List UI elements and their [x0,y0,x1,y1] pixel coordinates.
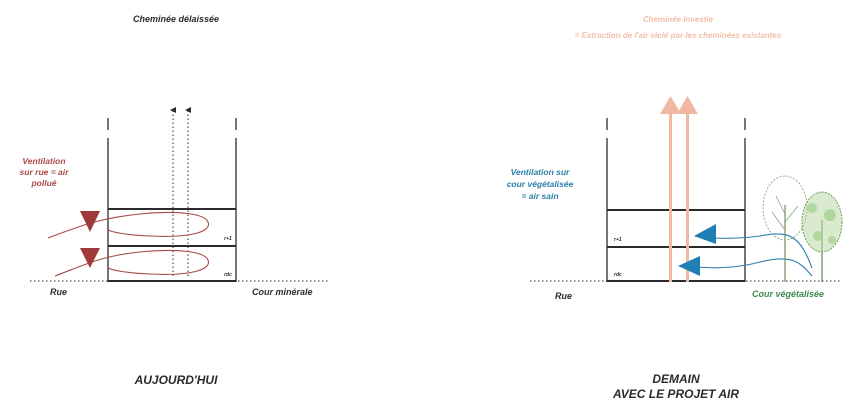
left-arrow-upper [80,211,100,232]
left-floor-ground-label: rdc [224,272,232,278]
left-ventilation-line3: pollué [30,178,56,188]
right-ventilation-line3: = air sain [521,191,558,201]
left-ventilation-line1: Ventilation [22,156,65,166]
left-airflow-upper [47,211,209,239]
left-street-label: Rue [50,287,67,297]
right-floor-upper-label: r+1 [614,237,622,243]
right-ventilation-line2: cour végétalisée [507,179,574,189]
left-floor-upper-label: r+1 [224,236,232,242]
right-title-line1: DEMAIN [652,372,700,386]
tree-icon [762,175,808,282]
left-arrow-lower [80,248,100,268]
tree-icon [801,191,843,282]
panel-tomorrow: Cheminée investie = Extraction de l'air … [507,15,843,401]
right-chimney-line1: Cheminée investie [643,15,714,24]
right-ventilation-line1: Ventilation sur [511,167,570,177]
right-flue-1-arrow [660,96,681,114]
right-arrow-upper [694,224,716,244]
panel-today: Cheminée délaissée Ventilation sur rue =… [20,14,330,387]
right-flue-2 [686,110,689,282]
left-ventilation-line2: sur rue = air [20,167,70,177]
left-title: AUJOURD'HUI [134,373,219,387]
right-title-line2: AVEC LE PROJET AIR [612,387,739,401]
left-court-label: Cour minérale [252,287,313,297]
right-chimney-line2: = Extraction de l'air vicié par les chem… [575,31,782,40]
right-arrow-lower [678,256,700,276]
left-chimney-label: Cheminée délaissée [133,14,219,24]
right-court-label: Cour végétalisée [752,289,824,299]
right-flue-2-arrow [677,96,698,114]
right-floor-ground-label: rdc [614,272,622,278]
right-airflow-lower [687,258,813,277]
right-flue-1 [669,110,672,282]
left-airflow-lower [54,249,209,277]
right-street-label: Rue [555,291,572,301]
